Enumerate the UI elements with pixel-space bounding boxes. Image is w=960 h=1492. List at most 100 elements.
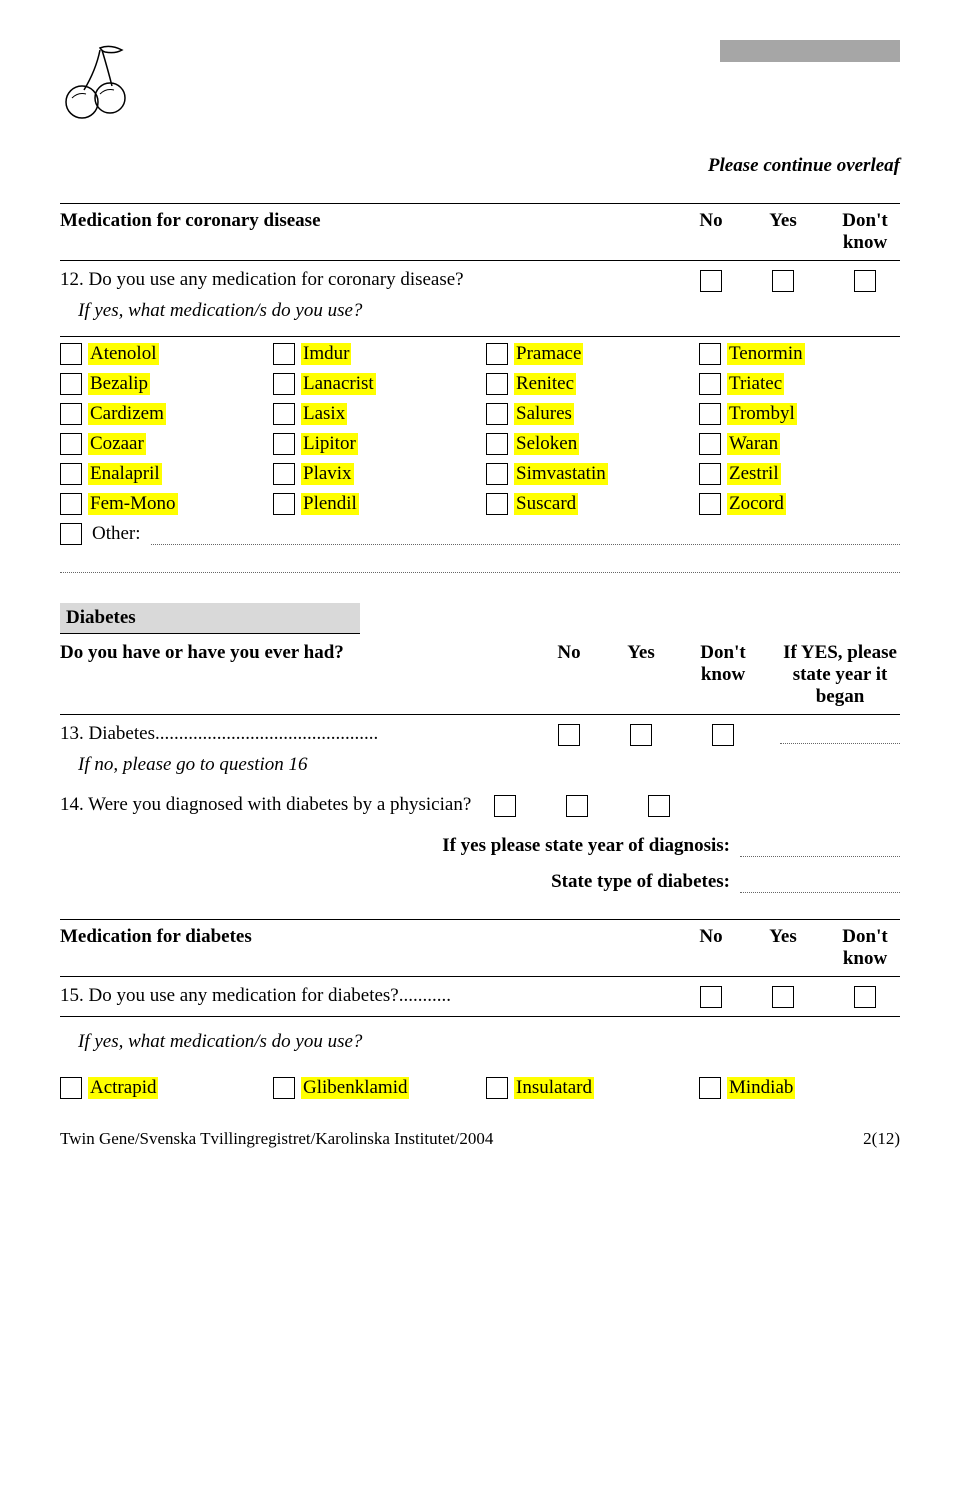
med-other-checkbox[interactable] bbox=[60, 523, 82, 545]
med-trombyl-checkbox[interactable] bbox=[699, 403, 721, 425]
other-input-line[interactable] bbox=[151, 525, 900, 545]
med-bezalip-checkbox[interactable] bbox=[60, 373, 82, 395]
med-label: Fem-Mono bbox=[88, 493, 178, 515]
diabetes-section-bar: Diabetes bbox=[60, 603, 360, 634]
question-12-row: 12. Do you use any medication for corona… bbox=[60, 261, 900, 296]
col-yes: Yes bbox=[758, 210, 808, 254]
med-label: Glibenklamid bbox=[301, 1077, 409, 1099]
col-no: No bbox=[686, 926, 736, 970]
med-label: Lipitor bbox=[301, 433, 358, 455]
q15-dk-checkbox[interactable] bbox=[854, 986, 876, 1008]
med-lipitor-checkbox[interactable] bbox=[273, 433, 295, 455]
section-diabetes-med-title: Medication for diabetes bbox=[60, 926, 686, 970]
med-lasix-checkbox[interactable] bbox=[273, 403, 295, 425]
med-label: Waran bbox=[727, 433, 780, 455]
col-dontknow: Don't know bbox=[830, 926, 900, 970]
question-13-row: 13. Diabetes............................… bbox=[60, 715, 900, 750]
q14-no-checkbox[interactable] bbox=[494, 795, 516, 817]
med-label: Salures bbox=[514, 403, 574, 425]
question-12-text: 12. Do you use any medication for corona… bbox=[60, 269, 686, 291]
q13-no-checkbox[interactable] bbox=[558, 724, 580, 746]
med-glibenklamid-checkbox[interactable] bbox=[273, 1077, 295, 1099]
col-dontknow: Don't know bbox=[830, 210, 900, 254]
col-yes: Yes bbox=[616, 642, 666, 708]
med-label: Renitec bbox=[514, 373, 576, 395]
col-yes: Yes bbox=[758, 926, 808, 970]
med-label: Seloken bbox=[514, 433, 579, 455]
diabetes-header-row: Do you have or have you ever had? No Yes… bbox=[60, 636, 900, 715]
med-suscard-checkbox[interactable] bbox=[486, 493, 508, 515]
med-zocord-checkbox[interactable] bbox=[699, 493, 721, 515]
med-plavix-checkbox[interactable] bbox=[273, 463, 295, 485]
q15-yes-checkbox[interactable] bbox=[772, 986, 794, 1008]
other-input-line-2[interactable] bbox=[60, 551, 900, 573]
q14-dk-checkbox[interactable] bbox=[648, 795, 670, 817]
question-14-row: 14. Were you diagnosed with diabetes by … bbox=[60, 786, 900, 821]
med-femmono-checkbox[interactable] bbox=[60, 493, 82, 515]
q12-dk-checkbox[interactable] bbox=[854, 270, 876, 292]
med-label: Zestril bbox=[727, 463, 781, 485]
other-row: Other: bbox=[60, 523, 900, 545]
med-cozaar-checkbox[interactable] bbox=[60, 433, 82, 455]
med-cardizem-checkbox[interactable] bbox=[60, 403, 82, 425]
med-waran-checkbox[interactable] bbox=[699, 433, 721, 455]
q12-sub: If yes, what medication/s do you use? bbox=[60, 296, 900, 332]
col-no: No bbox=[544, 642, 594, 708]
question-13-text: 13. Diabetes............................… bbox=[60, 723, 544, 745]
med-mindiab-checkbox[interactable] bbox=[699, 1077, 721, 1099]
med-label: Triatec bbox=[727, 373, 784, 395]
other-label: Other: bbox=[92, 523, 141, 545]
med-label: Tenormin bbox=[727, 343, 805, 365]
med-label: Lanacrist bbox=[301, 373, 376, 395]
q15-no-checkbox[interactable] bbox=[700, 986, 722, 1008]
q12-no-checkbox[interactable] bbox=[700, 270, 722, 292]
med-label: Plendil bbox=[301, 493, 359, 515]
page-header bbox=[60, 40, 900, 135]
med-label: Mindiab bbox=[727, 1077, 795, 1099]
med-tenormin-checkbox[interactable] bbox=[699, 343, 721, 365]
med-label: Trombyl bbox=[727, 403, 797, 425]
med-triatec-checkbox[interactable] bbox=[699, 373, 721, 395]
med-atenolol-checkbox[interactable] bbox=[60, 343, 82, 365]
med-label: Bezalip bbox=[88, 373, 150, 395]
question-15-text: 15. Do you use any medication for diabet… bbox=[60, 985, 686, 1007]
diabetes-type-label: State type of diabetes: bbox=[551, 871, 730, 893]
med-label: Plavix bbox=[301, 463, 354, 485]
med-enalapril-checkbox[interactable] bbox=[60, 463, 82, 485]
coronary-med-grid: Atenolol Imdur Pramace Tenormin Bezalip … bbox=[60, 343, 900, 515]
col-no: No bbox=[686, 210, 736, 254]
col-dontknow: Don't know bbox=[688, 642, 758, 708]
footer-left: Twin Gene/Svenska Tvillingregistret/Karo… bbox=[60, 1129, 493, 1149]
q15-sub: If yes, what medication/s do you use? bbox=[60, 1027, 900, 1063]
q13-year-input[interactable] bbox=[780, 724, 900, 744]
med-label: Cozaar bbox=[88, 433, 146, 455]
continue-overleaf: Please continue overleaf bbox=[60, 155, 900, 177]
section-coronary-header: Medication for coronary disease No Yes D… bbox=[60, 203, 900, 261]
med-pramace-checkbox[interactable] bbox=[486, 343, 508, 365]
med-renitec-checkbox[interactable] bbox=[486, 373, 508, 395]
med-lanacrist-checkbox[interactable] bbox=[273, 373, 295, 395]
q13-yes-checkbox[interactable] bbox=[630, 724, 652, 746]
diagnosis-year-input[interactable] bbox=[740, 837, 900, 857]
med-label: Suscard bbox=[514, 493, 578, 515]
q13-dk-checkbox[interactable] bbox=[712, 724, 734, 746]
diabetes-type-row: State type of diabetes: bbox=[60, 871, 900, 893]
med-seloken-checkbox[interactable] bbox=[486, 433, 508, 455]
diagnosis-year-label: If yes please state year of diagnosis: bbox=[442, 835, 730, 857]
med-insulatard-checkbox[interactable] bbox=[486, 1077, 508, 1099]
footer-right: 2(12) bbox=[863, 1129, 900, 1149]
med-label: Simvastatin bbox=[514, 463, 608, 485]
med-simvastatin-checkbox[interactable] bbox=[486, 463, 508, 485]
med-label: Actrapid bbox=[88, 1077, 158, 1099]
med-imdur-checkbox[interactable] bbox=[273, 343, 295, 365]
med-salures-checkbox[interactable] bbox=[486, 403, 508, 425]
med-zestril-checkbox[interactable] bbox=[699, 463, 721, 485]
diabetes-type-input[interactable] bbox=[740, 873, 900, 893]
cherry-logo-icon bbox=[60, 40, 140, 135]
q14-yes-checkbox[interactable] bbox=[566, 795, 588, 817]
med-actrapid-checkbox[interactable] bbox=[60, 1077, 82, 1099]
section-coronary-title: Medication for coronary disease bbox=[60, 210, 686, 254]
diabetes-title: Do you have or have you ever had? bbox=[60, 642, 544, 664]
q12-yes-checkbox[interactable] bbox=[772, 270, 794, 292]
med-plendil-checkbox[interactable] bbox=[273, 493, 295, 515]
